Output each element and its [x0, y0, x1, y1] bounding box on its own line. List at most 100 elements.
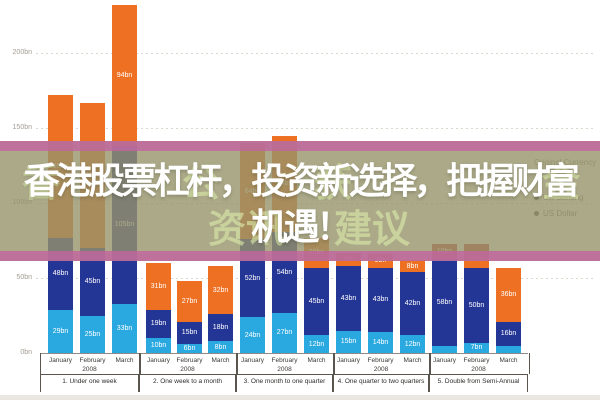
- bar-segment: 7bn: [464, 342, 489, 353]
- bar-segment: 8bn: [208, 341, 233, 353]
- bar-segment: 15bn: [336, 330, 361, 353]
- year-label: 2008: [373, 366, 389, 373]
- bar-segment-value: 8bn: [406, 262, 419, 270]
- promo-banner-overlay: [0, 141, 600, 261]
- bar-segment-value: 43bn: [372, 296, 389, 304]
- bar-segment-value: 52bn: [244, 274, 261, 282]
- bar-segment: 31bn: [146, 263, 171, 310]
- bar-segment: 29bn: [48, 309, 73, 353]
- bar-segment: 14bn: [368, 332, 393, 353]
- bar-segment: 18bn: [208, 314, 233, 341]
- axis-group-bracket: [139, 353, 238, 374]
- bar-segment: 58bn: [432, 258, 457, 346]
- bar-segment-value: 29bn: [52, 327, 69, 335]
- bar-segment-value: 6bn: [183, 345, 196, 352]
- y-axis-tick-label: 50bn: [16, 274, 32, 281]
- banner-top-stripe: [0, 141, 600, 151]
- bar-segment: 6bn: [177, 344, 202, 353]
- page-bottom-strip: [0, 395, 600, 400]
- bar-segment: 43bn: [368, 267, 393, 332]
- y-axis-tick-label: 0bn: [20, 349, 32, 356]
- bar-segment: 27bn: [272, 312, 297, 353]
- bar-segment-value: 12bn: [404, 340, 421, 348]
- bar-segment-value: 27bn: [276, 329, 293, 337]
- month-label: March: [307, 357, 326, 364]
- month-label: January: [146, 357, 171, 364]
- axis-group-bracket: [429, 353, 530, 374]
- bar-segment: [432, 345, 457, 353]
- bar-segment-value: 18bn: [212, 324, 229, 331]
- bar-segment-value: 32bn: [212, 286, 229, 294]
- bar-segment-value: 48bn: [52, 270, 69, 277]
- year-label: 2008: [82, 366, 97, 373]
- bar-segment-value: 15bn: [340, 338, 357, 346]
- watermark-text: 建议: [334, 209, 411, 251]
- watermark-text: 资讯: [208, 209, 285, 251]
- bar-segment-value: 50bn: [468, 301, 485, 309]
- bar-segment: 27bn: [177, 281, 202, 322]
- y-axis-tick-label: 150bn: [12, 124, 32, 131]
- bar-segment: 15bn: [177, 321, 202, 344]
- bar-segment: [496, 345, 521, 353]
- bar-segment-value: 58bn: [436, 298, 453, 306]
- month-label: February: [367, 357, 394, 364]
- watermark-text: 香: [22, 163, 61, 205]
- bar-segment-value: 14bn: [372, 339, 389, 346]
- month-label: March: [499, 357, 518, 364]
- bar-segment-value: 33bn: [116, 324, 133, 332]
- month-label: January: [240, 357, 265, 364]
- bar-segment: 8bn: [400, 260, 425, 272]
- month-label: January: [432, 357, 457, 364]
- month-label: January: [48, 357, 73, 364]
- bar-segment-value: 10bn: [150, 342, 167, 349]
- bar-segment: 12bn: [304, 335, 329, 353]
- y-gridline: [36, 53, 594, 54]
- bar-segment: 19bn: [146, 309, 171, 338]
- bar-segment-value: 12bn: [308, 340, 325, 348]
- category-label: 2. One week to a month: [152, 378, 222, 385]
- axis-group-bracket: [40, 353, 141, 374]
- bar-segment-value: 24bn: [244, 331, 261, 339]
- bar-segment-value: 45bn: [84, 278, 101, 286]
- month-label: March: [211, 357, 230, 364]
- banner-bottom-stripe: [0, 251, 600, 261]
- year-label: 2008: [471, 366, 486, 373]
- bar-segment-value: 31bn: [150, 282, 167, 290]
- bar-segment: 36bn: [496, 267, 521, 322]
- bar-segment: 50bn: [464, 267, 489, 343]
- bar-segment: 16bn: [496, 321, 521, 346]
- bar-segment-value: 54bn: [276, 268, 293, 276]
- month-label: February: [271, 357, 298, 364]
- month-label: January: [336, 357, 361, 364]
- bar-segment: 24bn: [240, 317, 265, 353]
- axis-category-bracket: 2. One week to a month: [139, 374, 236, 392]
- month-label: February: [463, 357, 490, 364]
- bar-segment: 33bn: [112, 303, 137, 353]
- bar-segment-value: 36bn: [500, 291, 517, 298]
- bar-segment-value: 7bn: [470, 344, 483, 352]
- month-label: March: [115, 357, 134, 364]
- bar-segment-value: 27bn: [181, 297, 198, 305]
- banner-headline: 香港股票杠杆，投资新选择，把握财富 机遇！: [0, 158, 600, 250]
- bar-segment: 32bn: [208, 266, 233, 314]
- axis-category-bracket: 5. Double from Semi-Annual: [429, 374, 528, 392]
- axis-category-bracket: 3. One month to one quarter: [236, 374, 333, 392]
- month-label: February: [79, 357, 106, 364]
- bar-segment-value: 16bn: [500, 330, 517, 337]
- y-axis-tick-label: 200bn: [12, 49, 32, 56]
- axis-group-bracket: [236, 353, 335, 374]
- category-label: 5. Double from Semi-Annual: [437, 378, 520, 385]
- bar-segment-value: 45bn: [308, 297, 325, 305]
- axis-category-bracket: 4. One quarter to two quarters: [333, 374, 429, 392]
- bar-segment-value: 25bn: [84, 330, 101, 338]
- bar-segment-value: 42bn: [404, 300, 421, 307]
- watermark-text: 金: [542, 163, 581, 205]
- bar-segment-value: 19bn: [150, 320, 167, 328]
- watermark-text: 公: [182, 163, 221, 205]
- axis-category-bracket: 1. Under one week: [40, 374, 139, 392]
- year-label: 2008: [180, 366, 195, 373]
- bar-segment: 25bn: [80, 315, 105, 353]
- bar-segment: 12bn: [400, 335, 425, 353]
- category-label: 3. One month to one quarter: [243, 378, 326, 385]
